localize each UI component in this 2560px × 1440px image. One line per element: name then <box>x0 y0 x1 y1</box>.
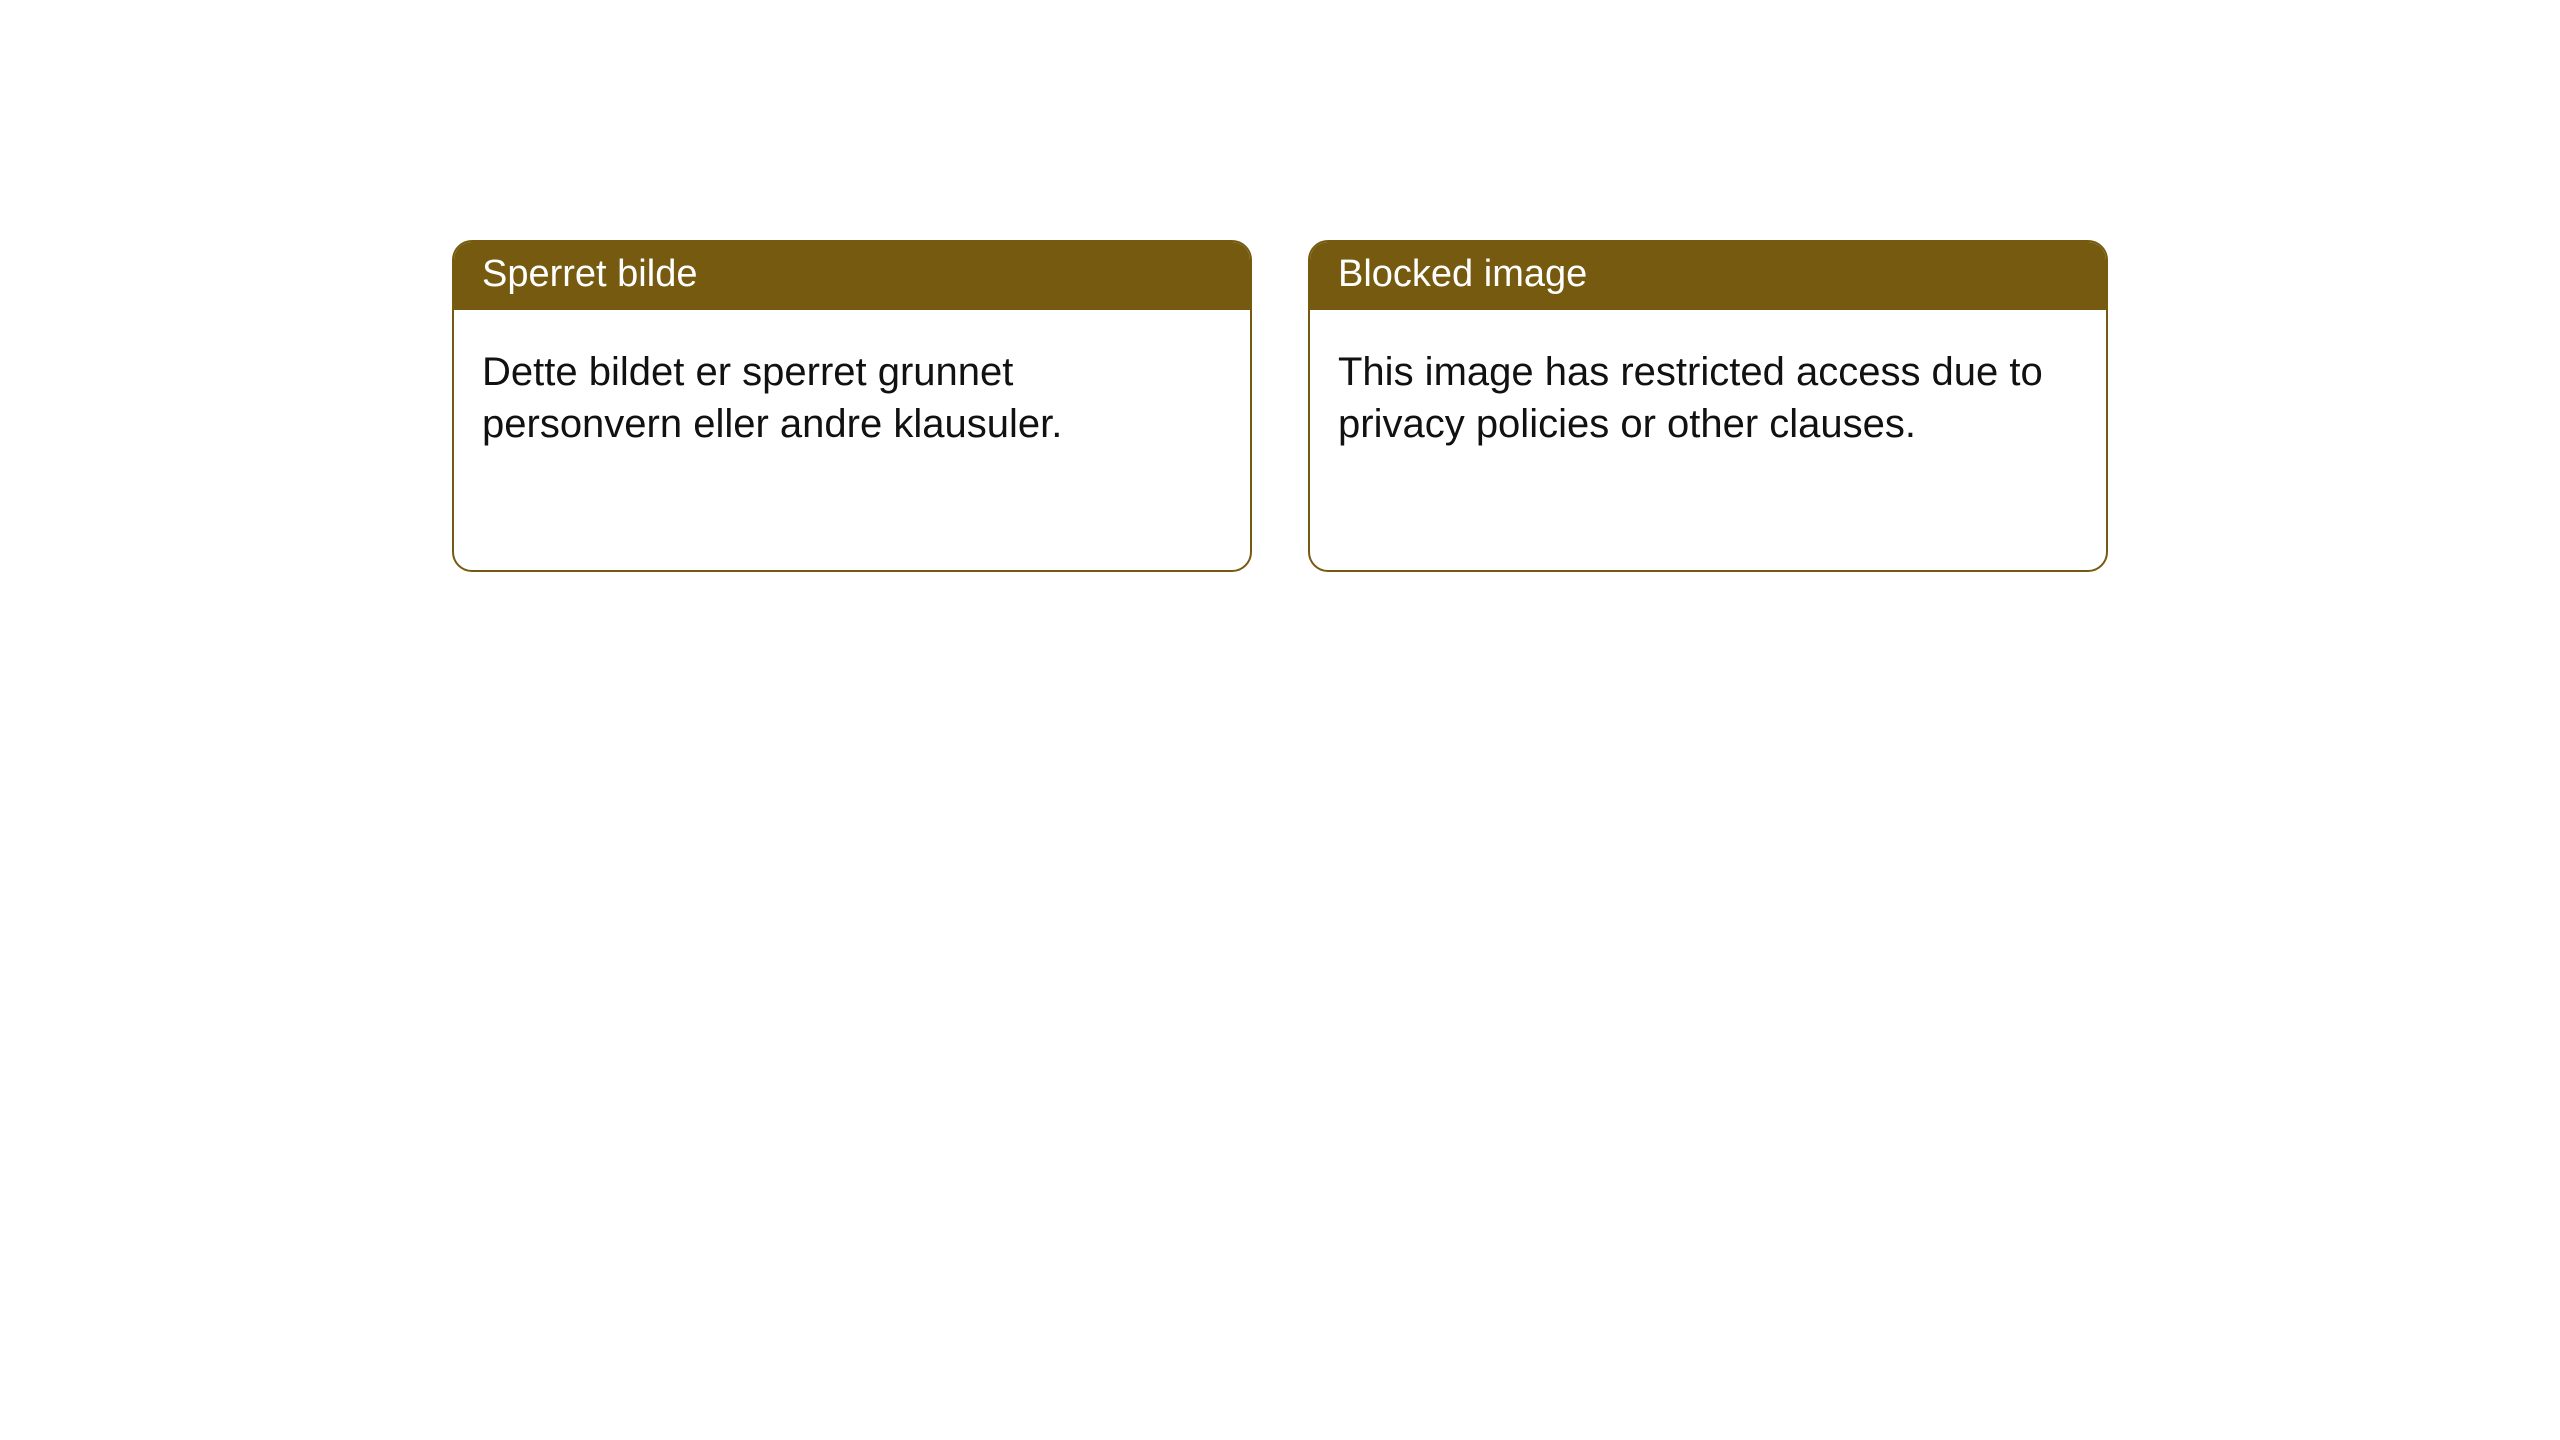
notice-card-norwegian: Sperret bilde Dette bildet er sperret gr… <box>452 240 1252 572</box>
notice-card-english: Blocked image This image has restricted … <box>1308 240 2108 572</box>
card-title-norwegian: Sperret bilde <box>454 242 1250 310</box>
card-body-norwegian: Dette bildet er sperret grunnet personve… <box>454 310 1250 478</box>
notice-card-row: Sperret bilde Dette bildet er sperret gr… <box>0 0 2560 572</box>
card-body-english: This image has restricted access due to … <box>1310 310 2106 478</box>
card-title-english: Blocked image <box>1310 242 2106 310</box>
